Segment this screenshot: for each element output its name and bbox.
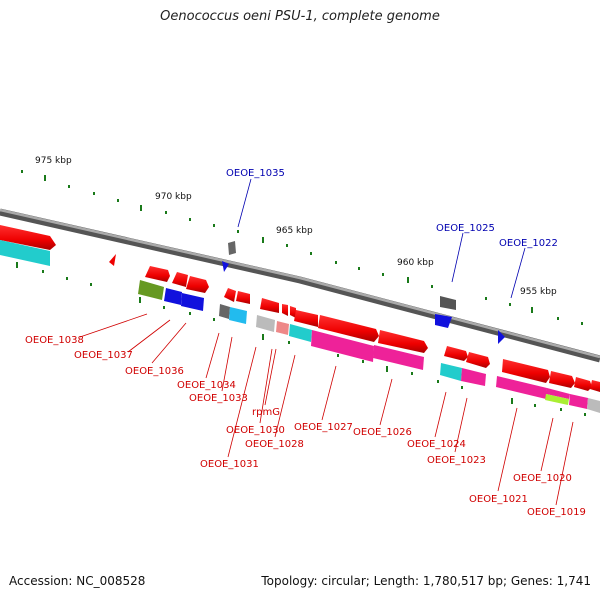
gene-grey-right: [587, 398, 600, 413]
gene-red-4b: [318, 315, 379, 342]
gene-red-6a: [444, 346, 468, 361]
label-oeoe-1028: OEOE_1028: [245, 439, 304, 450]
label-oeoe-1034: OEOE_1034: [177, 380, 236, 391]
upper-features[interactable]: [0, 225, 505, 344]
map-title: Oenococcus oeni PSU-1, complete genome: [160, 9, 440, 24]
label-oeoe-1022: OEOE_1022: [499, 238, 558, 249]
gene-red-2a: [224, 288, 236, 302]
scale-labels: 975 kbp 970 kbp 965 kbp 960 kbp 955 kbp: [35, 156, 557, 297]
feature-oeoe-1025: [440, 296, 456, 310]
gene-oeoe-1021: [496, 376, 547, 399]
gene-arrow-left-edge: [0, 225, 56, 250]
scale-label-975: 975 kbp: [35, 156, 72, 166]
gene-oeoe-1033: [229, 307, 247, 324]
gene-oeoe-1031: [256, 315, 275, 332]
gene-red-7c: [574, 377, 592, 391]
label-oeoe-1031: OEOE_1031: [200, 459, 259, 470]
gene-red-2b: [236, 291, 250, 304]
scale-ticks: [21, 170, 583, 325]
label-oeoe-1026: OEOE_1026: [353, 427, 412, 438]
gene-red-3b: [282, 304, 288, 316]
leader-lines-blue: [237, 178, 526, 299]
feature-marker-1025: [435, 314, 452, 328]
accession-text: Accession: NC_008528: [9, 574, 146, 588]
gene-oeoe-1019: [569, 394, 588, 409]
feature-marker-1035: [222, 261, 229, 272]
feature-marker-1022: [498, 330, 505, 344]
gene-red-4a: [294, 310, 318, 327]
gene-oeoe-1023: [461, 368, 486, 386]
gene-red-6b: [466, 352, 490, 368]
gene-red-1b: [172, 272, 188, 287]
genome-summary: Topology: circular; Length: 1,780,517 bp…: [261, 574, 591, 588]
gene-labels: OEOE_1038 OEOE_1037 OEOE_1036 OEOE_1034 …: [25, 335, 586, 518]
label-oeoe-1023: OEOE_1023: [427, 455, 486, 466]
gene-red-7a: [502, 359, 550, 383]
label-oeoe-1024: OEOE_1024: [407, 439, 466, 450]
gene-oeoe-1036: [181, 293, 204, 311]
label-oeoe-1021: OEOE_1021: [469, 494, 528, 505]
label-oeoe-1025: OEOE_1025: [436, 223, 495, 234]
gene-red-5: [378, 330, 428, 353]
gene-red-1a: [145, 266, 170, 282]
scale-label-960: 960 kbp: [397, 258, 434, 268]
gene-oeoe-1027: [311, 330, 374, 362]
gene-rpmg: [276, 321, 289, 335]
lower-features[interactable]: [138, 266, 600, 413]
leader-lines-red: [79, 313, 574, 506]
label-rpmg: rpmG: [252, 407, 280, 418]
scale-label-965: 965 kbp: [276, 226, 313, 236]
label-oeoe-1038: OEOE_1038: [25, 335, 84, 346]
scale-label-955: 955 kbp: [520, 287, 557, 297]
label-oeoe-1035: OEOE_1035: [226, 168, 285, 179]
gene-block-left-cyan: [0, 240, 50, 266]
gene-red-7d: [590, 380, 600, 392]
gene-oeoe-1037: [164, 288, 182, 305]
label-oeoe-1033: OEOE_1033: [189, 393, 248, 404]
label-oeoe-1027: OEOE_1027: [294, 422, 353, 433]
gene-oeoe-1034: [219, 304, 230, 319]
gene-red-7b: [549, 371, 575, 388]
gene-oeoe-1020-b: [545, 394, 569, 405]
gene-oeoe-1038: [138, 280, 164, 300]
small-red-marker: [109, 254, 116, 266]
scale-label-970: 970 kbp: [155, 192, 192, 202]
label-oeoe-1020: OEOE_1020: [513, 473, 572, 484]
label-oeoe-1030: OEOE_1030: [226, 425, 285, 436]
feature-oeoe-1035: [228, 241, 236, 255]
gene-oeoe-1028: [289, 324, 312, 342]
gene-oeoe-1024: [440, 363, 462, 381]
feature-labels: OEOE_1035 OEOE_1025 OEOE_1022: [226, 168, 558, 249]
gene-red-1c: [186, 276, 209, 293]
inner-ticks: [16, 262, 586, 416]
label-oeoe-1036: OEOE_1036: [125, 366, 184, 377]
gene-oeoe-1020: [546, 388, 570, 399]
gene-oeoe-1026: [373, 345, 424, 370]
gene-red-3a: [260, 298, 279, 313]
label-oeoe-1019: OEOE_1019: [527, 507, 586, 518]
label-oeoe-1037: OEOE_1037: [74, 350, 133, 361]
gene-red-3c: [290, 306, 296, 318]
